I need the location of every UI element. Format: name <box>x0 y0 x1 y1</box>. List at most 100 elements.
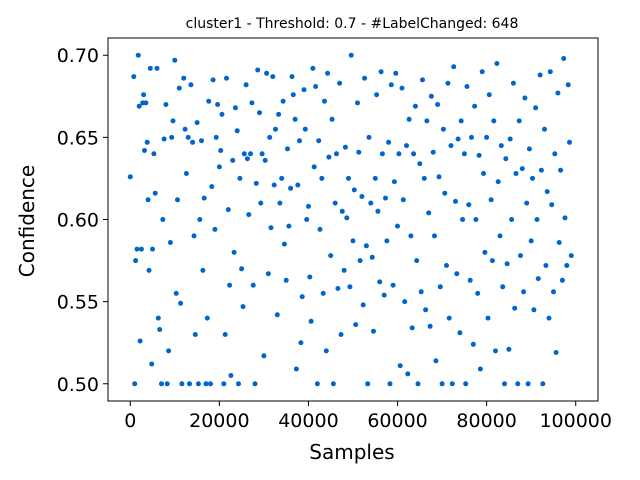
data-point <box>127 174 133 180</box>
data-point <box>290 92 296 98</box>
data-point <box>519 166 525 172</box>
data-point <box>562 215 568 221</box>
data-point <box>182 126 188 132</box>
data-point <box>464 84 470 89</box>
data-point <box>476 152 482 158</box>
data-point <box>565 82 571 88</box>
x-tick-label: 0 <box>124 410 136 432</box>
data-point <box>448 143 454 149</box>
data-point <box>412 103 418 109</box>
data-point <box>311 164 317 170</box>
data-point <box>151 151 157 157</box>
data-point <box>423 307 429 313</box>
data-point <box>170 118 176 124</box>
data-point <box>528 238 534 244</box>
data-point <box>222 332 228 337</box>
data-point <box>164 381 170 387</box>
data-point <box>559 277 565 283</box>
data-point <box>551 289 556 295</box>
data-point <box>558 167 564 173</box>
data-point <box>516 118 522 124</box>
data-point <box>332 200 338 206</box>
data-point <box>404 143 409 149</box>
data-point <box>295 182 301 188</box>
data-point <box>346 175 351 181</box>
data-point <box>489 258 495 264</box>
data-point <box>430 149 436 155</box>
data-point <box>484 134 490 140</box>
data-point <box>249 100 255 106</box>
data-point <box>482 249 488 255</box>
data-point <box>258 200 264 206</box>
data-point <box>185 134 191 140</box>
data-point <box>506 346 512 352</box>
data-point <box>375 208 381 214</box>
data-point <box>132 381 138 387</box>
data-point <box>355 100 360 106</box>
data-point <box>477 366 483 372</box>
data-point <box>320 290 326 296</box>
data-point <box>330 381 336 387</box>
data-point <box>204 315 210 321</box>
data-point <box>236 381 241 387</box>
data-point <box>522 95 528 101</box>
data-point <box>362 75 368 81</box>
data-point <box>390 282 396 288</box>
data-point <box>454 271 460 277</box>
data-point <box>426 210 432 216</box>
data-point <box>446 315 452 321</box>
data-point <box>400 197 406 203</box>
data-point <box>243 82 249 88</box>
data-point <box>319 175 325 181</box>
data-point <box>470 341 476 347</box>
data-point <box>372 175 378 181</box>
data-point <box>231 249 237 255</box>
data-point <box>135 52 141 58</box>
data-point <box>146 267 152 273</box>
data-point <box>141 92 147 98</box>
data-point <box>286 223 292 229</box>
data-point <box>188 82 194 88</box>
data-point <box>147 65 153 71</box>
data-point <box>265 271 271 277</box>
data-point <box>374 92 380 98</box>
data-point <box>424 118 430 124</box>
data-point <box>252 381 258 387</box>
data-point <box>388 82 394 88</box>
data-point <box>144 139 150 145</box>
data-point <box>535 276 541 282</box>
data-point <box>218 148 224 153</box>
data-point <box>540 381 546 387</box>
data-point <box>329 116 335 122</box>
data-point <box>176 85 182 91</box>
data-point <box>293 366 299 372</box>
data-point <box>183 171 189 176</box>
data-point <box>201 195 207 201</box>
data-point <box>525 381 531 387</box>
data-point <box>178 300 184 306</box>
data-point <box>435 102 441 107</box>
data-point <box>442 190 448 196</box>
data-point <box>313 84 319 89</box>
data-point <box>427 323 433 329</box>
data-point <box>402 299 408 305</box>
data-point <box>444 263 449 268</box>
y-tick-label: 0.55 <box>57 292 99 314</box>
data-point <box>351 187 357 193</box>
data-point <box>414 258 420 264</box>
data-point <box>491 118 497 124</box>
y-tick-label: 0.50 <box>57 374 99 396</box>
data-point <box>399 85 405 91</box>
data-point <box>518 253 523 259</box>
data-point <box>288 185 294 191</box>
data-point <box>497 233 503 239</box>
data-point <box>314 381 320 387</box>
data-point <box>166 348 172 354</box>
data-point <box>544 189 550 195</box>
data-point <box>250 282 256 288</box>
data-point <box>504 261 510 267</box>
data-point <box>461 151 467 157</box>
data-point <box>339 208 345 214</box>
data-point <box>391 179 397 185</box>
data-point <box>200 267 206 273</box>
